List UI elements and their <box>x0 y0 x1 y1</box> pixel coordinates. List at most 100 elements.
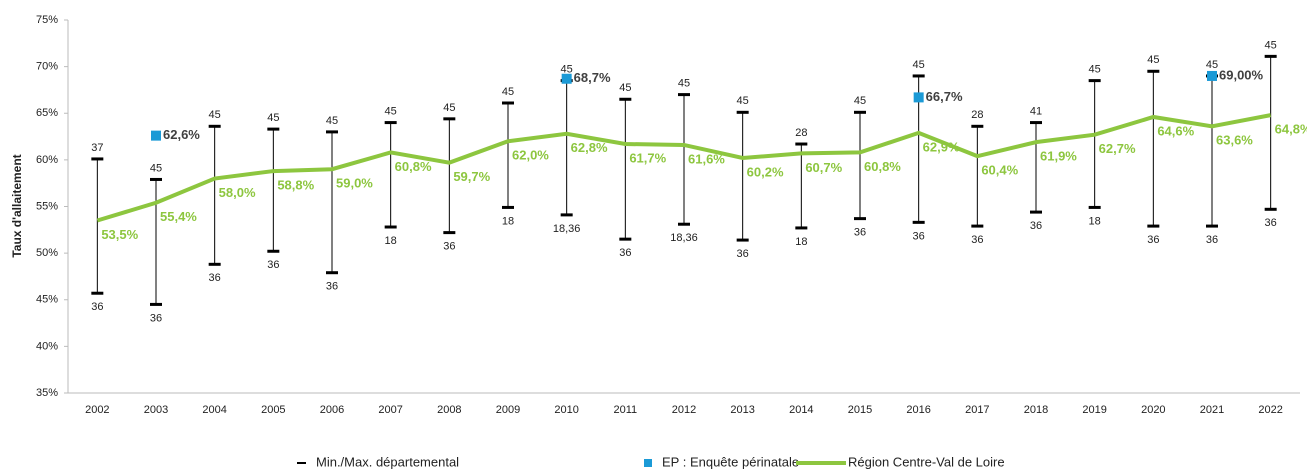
x-tick-label: 2020 <box>1141 404 1165 416</box>
max-label: 45 <box>385 105 397 117</box>
x-tick-label: 2007 <box>378 404 402 416</box>
value-label: 59,0% <box>336 176 373 191</box>
max-label: 45 <box>1206 59 1218 71</box>
value-label: 60,8% <box>864 159 901 174</box>
max-label: 41 <box>1030 105 1042 117</box>
value-label: 60,4% <box>981 163 1018 178</box>
y-tick-label: 60% <box>36 154 58 166</box>
min-label: 18 <box>1089 215 1101 227</box>
ep-label: 68,7% <box>574 70 611 85</box>
max-label: 45 <box>619 82 631 94</box>
x-tick-label: 2014 <box>789 404 813 416</box>
max-label: 37 <box>91 142 103 154</box>
x-tick-label: 2005 <box>261 404 285 416</box>
x-tick-label: 2006 <box>320 404 344 416</box>
x-tick-label: 2004 <box>202 404 226 416</box>
legend-label: Région Centre-Val de Loire <box>848 454 1005 469</box>
value-label: 61,7% <box>629 150 666 165</box>
value-label: 60,7% <box>805 160 842 175</box>
x-tick-label: 2013 <box>730 404 754 416</box>
y-tick-label: 55% <box>36 200 58 212</box>
min-label: 36 <box>971 234 983 246</box>
x-tick-label: 2012 <box>672 404 696 416</box>
x-tick-label: 2016 <box>906 404 930 416</box>
min-label: 36 <box>1206 234 1218 246</box>
legend-swatch <box>644 459 652 467</box>
ep-marker <box>151 130 161 141</box>
min-label: 36 <box>1030 220 1042 232</box>
value-label: 62,9% <box>923 139 960 154</box>
max-label: 45 <box>678 78 690 90</box>
max-label: 45 <box>326 115 338 127</box>
value-label: 62,8% <box>571 140 608 155</box>
y-tick-label: 70% <box>36 61 58 73</box>
x-tick-label: 2019 <box>1082 404 1106 416</box>
x-tick-label: 2018 <box>1024 404 1048 416</box>
value-label: 60,2% <box>747 164 784 179</box>
min-label: 36 <box>737 248 749 260</box>
y-tick-label: 45% <box>36 294 58 306</box>
min-label: 36 <box>209 272 221 284</box>
max-label: 28 <box>971 109 983 121</box>
min-label: 36 <box>854 227 866 239</box>
x-tick-label: 2008 <box>437 404 461 416</box>
value-label: 61,9% <box>1040 149 1077 164</box>
x-tick-label: 2022 <box>1258 404 1282 416</box>
x-tick-label: 2002 <box>85 404 109 416</box>
ep-marker <box>1207 70 1217 81</box>
x-tick-label: 2017 <box>965 404 989 416</box>
min-label: 18,36 <box>553 223 581 235</box>
min-label: 18,36 <box>670 232 698 244</box>
max-label: 45 <box>443 102 455 114</box>
x-tick-label: 2021 <box>1200 404 1224 416</box>
value-label: 64,6% <box>1157 123 1194 138</box>
value-label: 53,5% <box>101 227 138 242</box>
min-label: 36 <box>91 301 103 313</box>
min-label: 36 <box>1147 234 1159 246</box>
ep-marker <box>561 73 572 84</box>
max-label: 45 <box>1265 39 1277 51</box>
region-line <box>96 113 1272 223</box>
y-tick-label: 40% <box>36 340 58 352</box>
ep-marker <box>913 92 924 103</box>
y-tick-label: 35% <box>36 387 58 399</box>
y-tick-label: 50% <box>36 247 58 259</box>
y-axis-label: Taux d'allaitement <box>10 154 24 257</box>
value-label: 58,0% <box>219 185 256 200</box>
ep-label: 62,6% <box>163 127 200 142</box>
max-label: 45 <box>561 64 573 76</box>
y-tick-label: 65% <box>36 107 58 119</box>
x-tick-label: 2003 <box>144 404 168 416</box>
value-label: 63,6% <box>1216 133 1253 148</box>
min-label: 18 <box>502 215 514 227</box>
min-label: 36 <box>267 259 279 271</box>
value-label: 60,8% <box>395 159 432 174</box>
min-label: 18 <box>795 236 807 248</box>
ep-label: 69,00% <box>1219 67 1264 82</box>
x-tick-label: 2009 <box>496 404 520 416</box>
value-label: 64,8% <box>1275 122 1307 137</box>
max-label: 45 <box>502 86 514 98</box>
max-label: 45 <box>913 59 925 71</box>
max-label: 45 <box>1089 64 1101 76</box>
max-label: 45 <box>209 109 221 121</box>
value-label: 62,0% <box>512 148 549 163</box>
max-label: 28 <box>795 127 807 139</box>
max-label: 45 <box>267 112 279 124</box>
x-tick-label: 2010 <box>554 404 578 416</box>
min-label: 36 <box>913 230 925 242</box>
min-label: 36 <box>619 247 631 259</box>
min-label: 18 <box>385 235 397 247</box>
min-label: 36 <box>150 312 162 324</box>
value-label: 61,6% <box>688 151 725 166</box>
max-label: 45 <box>1147 54 1159 66</box>
max-label: 45 <box>737 95 749 107</box>
value-label: 55,4% <box>160 209 197 224</box>
legend-label: Min./Max. départemental <box>316 454 459 469</box>
x-tick-label: 2015 <box>848 404 872 416</box>
y-tick-label: 75% <box>36 14 58 26</box>
legend-label: EP : Enquête périnatale <box>662 454 799 469</box>
max-label: 45 <box>854 95 866 107</box>
min-label: 36 <box>326 281 338 293</box>
